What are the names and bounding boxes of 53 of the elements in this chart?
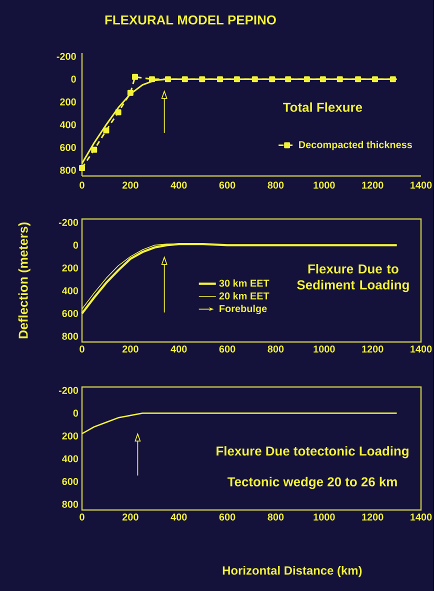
x-tick-label: 0 [79, 514, 84, 521]
x-tick-label: 200 [122, 346, 138, 353]
x-tick-label: 1400 [410, 346, 432, 353]
y-tick-label: 600 [62, 310, 78, 318]
x-tick-label: 400 [170, 182, 187, 189]
y-tick-label: 200 [60, 98, 76, 106]
x-tick-label: 800 [268, 346, 284, 353]
x-tick-label: 1200 [362, 182, 384, 189]
x-tick-label: 1400 [410, 182, 432, 189]
x-tick-label: 600 [219, 346, 235, 353]
y-tick-label: 600 [62, 478, 78, 486]
y-tick-label: 400 [60, 121, 76, 128]
ref-line-label: Forebulge [219, 304, 267, 314]
x-tick-label: 200 [122, 182, 138, 189]
legend-label: 30 km EET [218, 279, 270, 287]
y-tick-label: 200 [62, 264, 78, 272]
y-tick-label: 800 [60, 166, 76, 174]
legend-label: 20 km EET [219, 292, 270, 300]
y-tick-label: 200 [62, 432, 78, 440]
x-tick-label: 1200 [362, 514, 384, 521]
annotation: Tectonic wedge 20 to 26 km [227, 476, 397, 490]
x-tick-label: 400 [170, 514, 187, 521]
x-tick-label: 800 [268, 514, 284, 521]
x-tick-label: 400 [170, 346, 187, 353]
x-tick-label: 200 [122, 514, 138, 521]
y-axis-title: Deflection (meters) [18, 222, 30, 338]
y-tick-label: 400 [62, 287, 78, 294]
annotation: Flexure Due to Sediment Loading [296, 264, 409, 292]
y-tick-label: 0 [71, 76, 76, 83]
y-tick-label: 400 [62, 455, 78, 462]
chart-title: FLEXURAL MODEL PEPINO [105, 15, 276, 25]
x-axis-title: Horizontal Distance (km) [222, 566, 362, 578]
y-tick-label: -200 [58, 386, 78, 394]
y-tick-label: -200 [58, 218, 78, 226]
x-tick-label: 800 [268, 182, 284, 189]
x-tick-label: 600 [219, 182, 235, 189]
x-tick-label: 0 [79, 182, 84, 189]
x-tick-label: 0 [79, 346, 84, 353]
y-tick-label: 0 [73, 410, 78, 417]
x-tick-label: 1200 [362, 346, 384, 353]
x-tick-label: 1000 [313, 514, 335, 521]
y-tick-label: 800 [62, 500, 78, 508]
y-tick-label: 0 [73, 242, 78, 249]
x-tick-label: 600 [219, 514, 235, 521]
annotation: Flexure Due totectonic Loading [216, 446, 408, 458]
annotation: Total Flexure [282, 102, 362, 112]
y-tick-label: 800 [62, 332, 78, 340]
x-tick-label: 1000 [313, 182, 335, 189]
x-tick-label: 1000 [313, 346, 335, 353]
x-tick-label: 1400 [410, 514, 432, 521]
legend-label: Decompacted thickness [298, 140, 412, 150]
y-tick-label: 600 [60, 144, 76, 152]
y-tick-label: -200 [56, 52, 76, 60]
